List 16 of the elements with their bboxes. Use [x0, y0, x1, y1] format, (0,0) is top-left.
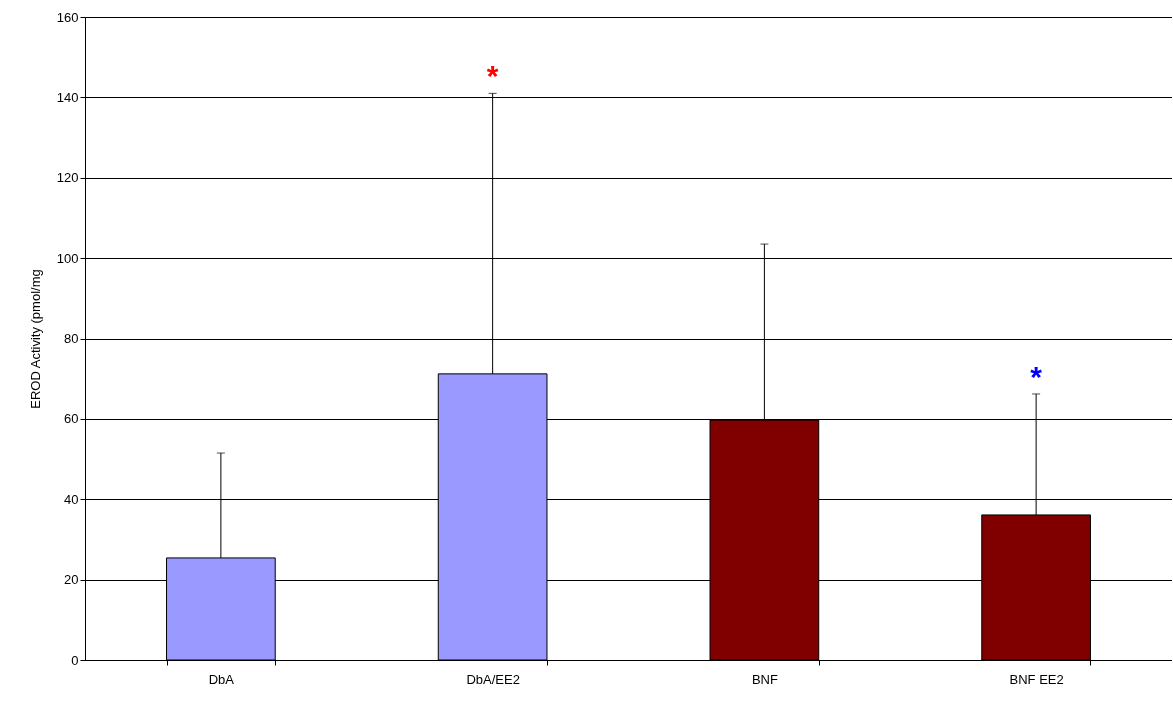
y-tick-label: 80 [64, 331, 79, 346]
y-tick-label: 20 [64, 572, 79, 588]
y-tick-label: 60 [64, 411, 79, 427]
y-tick-label: 40 [64, 491, 79, 507]
y-tick-label: 120 [56, 170, 79, 186]
y-tick-label: 160 [56, 9, 79, 25]
annotation: * [1030, 359, 1043, 393]
y-tick-label: 0 [71, 652, 79, 668]
y-tick-label: 140 [56, 89, 79, 105]
y-tick-label: 100 [56, 250, 79, 266]
x-tick-label: DbA/EE2 [466, 671, 520, 687]
x-tick-label: DbA [208, 671, 235, 687]
y-axis-title: EROD Activity (pmol/mg [27, 269, 43, 409]
x-tick-label: BNF [751, 671, 778, 687]
x-tick-label: BNF EE2 [1009, 671, 1064, 687]
annotation: * [486, 59, 499, 93]
